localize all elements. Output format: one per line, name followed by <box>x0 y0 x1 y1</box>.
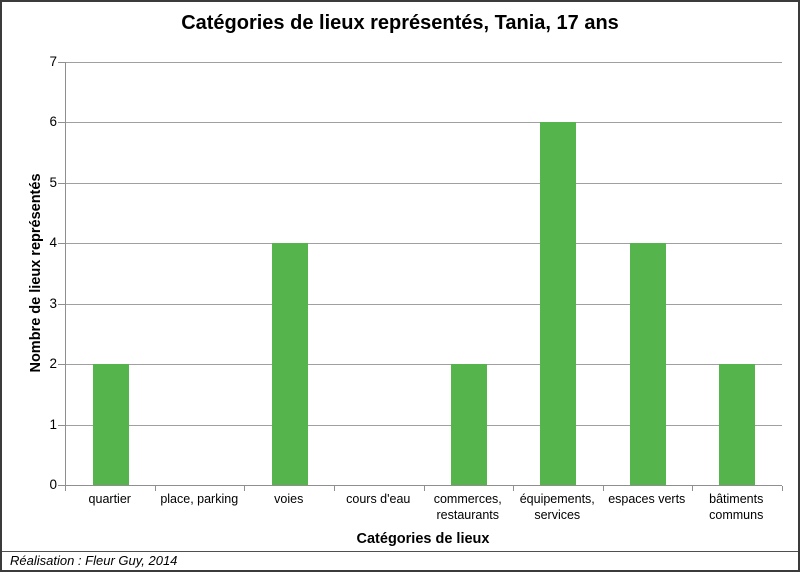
x-tick-mark-8 <box>782 486 783 491</box>
gridline-y-2 <box>66 364 782 366</box>
x-category-label-4: cours d'eau <box>346 492 411 506</box>
gridline-y-5 <box>66 182 782 184</box>
x-axis-title: Catégories de lieux <box>356 531 490 547</box>
y-tick-label-0: 0 <box>49 477 57 492</box>
x-category-label-5: commerces, restaurants <box>433 492 502 522</box>
bar-column-1 <box>66 62 156 485</box>
bar-1 <box>92 364 129 485</box>
y-tick-label-1: 1 <box>49 416 57 432</box>
x-category-label-3: voies <box>274 492 304 506</box>
plot-area <box>65 62 782 486</box>
y-tick-mark-6 <box>58 122 65 124</box>
gridline-y-6 <box>66 122 782 124</box>
chart-frame-bottom-line <box>2 551 798 552</box>
credit-caption: Réalisation : Fleur Guy, 2014 <box>10 553 178 568</box>
bar-column-5 <box>424 62 514 485</box>
x-category-label-1: quartier <box>88 492 131 506</box>
y-tick-label-6: 6 <box>49 114 57 130</box>
y-tick-mark-3 <box>58 303 65 305</box>
y-tick-label-4: 4 <box>49 235 57 251</box>
y-tick-label-3: 3 <box>49 295 57 311</box>
bar-6 <box>540 122 577 485</box>
x-category-label-2: place, parking <box>160 492 239 506</box>
y-tick-mark-1 <box>58 424 65 426</box>
y-axis-tick-labels: 0 1 2 3 4 5 6 7 <box>2 54 57 492</box>
y-tick-label-5: 5 <box>49 174 57 190</box>
y-tick-label-2: 2 <box>49 356 57 372</box>
y-tick-label-7: 7 <box>49 54 57 69</box>
y-tick-mark-0 <box>58 485 65 486</box>
gridline-y-1 <box>66 424 782 426</box>
x-category-label-8: bâtiments communs <box>709 492 764 522</box>
gridline-y-7 <box>66 62 782 63</box>
chart-title: Catégories de lieux représentés, Tania, … <box>181 12 619 34</box>
x-tick-mark-1 <box>154 486 156 491</box>
x-tick-mark-4 <box>423 486 425 491</box>
y-tick-mark-5 <box>58 182 65 184</box>
y-tick-mark-7 <box>58 62 65 63</box>
gridline-y-4 <box>66 243 782 245</box>
bar-column-3 <box>245 62 335 485</box>
x-axis-category-labels: quartier place, parking voies cours d'eau co… <box>65 491 781 523</box>
x-category-label-7: espaces verts <box>608 492 686 506</box>
x-tick-mark-7 <box>692 486 694 491</box>
bar-5 <box>450 364 487 485</box>
x-category-label-6: équipements, services <box>519 492 595 522</box>
bar-8 <box>719 364 756 485</box>
bar-3 <box>271 243 308 485</box>
x-axis-tick-marks <box>65 486 783 491</box>
y-axis-tick-marks <box>58 62 65 486</box>
bar-column-8 <box>693 62 783 485</box>
x-tick-mark-2 <box>244 486 246 491</box>
x-tick-mark-5 <box>513 486 515 491</box>
y-tick-mark-4 <box>58 243 65 245</box>
gridline-y-3 <box>66 303 782 305</box>
x-tick-mark-6 <box>602 486 604 491</box>
y-tick-mark-2 <box>58 364 65 366</box>
x-tick-mark-3 <box>333 486 335 491</box>
bar-column-4 <box>335 62 425 485</box>
bar-column-7 <box>603 62 693 485</box>
bar-7 <box>629 243 666 485</box>
x-tick-mark-0 <box>65 486 66 491</box>
bar-column-2 <box>156 62 246 485</box>
bar-column-6 <box>514 62 604 485</box>
